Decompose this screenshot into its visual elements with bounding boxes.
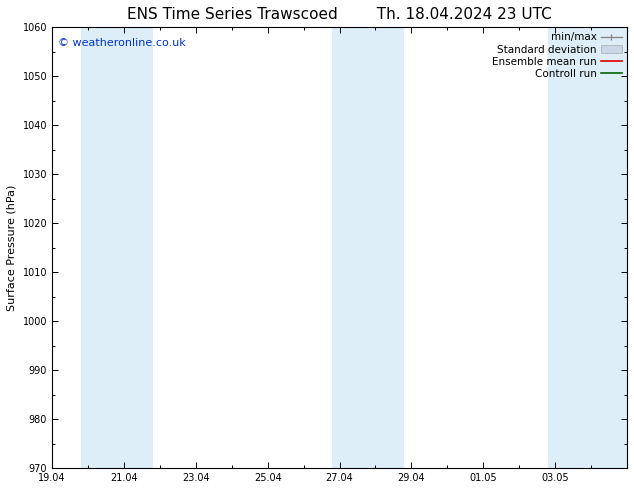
Y-axis label: Surface Pressure (hPa): Surface Pressure (hPa) — [7, 185, 17, 311]
Bar — [81, 27, 153, 468]
Title: ENS Time Series Trawscoed        Th. 18.04.2024 23 UTC: ENS Time Series Trawscoed Th. 18.04.2024… — [127, 7, 552, 22]
Bar — [332, 27, 404, 468]
Legend: min/max, Standard deviation, Ensemble mean run, Controll run: min/max, Standard deviation, Ensemble me… — [490, 30, 624, 81]
Bar — [548, 27, 634, 468]
Text: © weatheronline.co.uk: © weatheronline.co.uk — [58, 38, 186, 49]
